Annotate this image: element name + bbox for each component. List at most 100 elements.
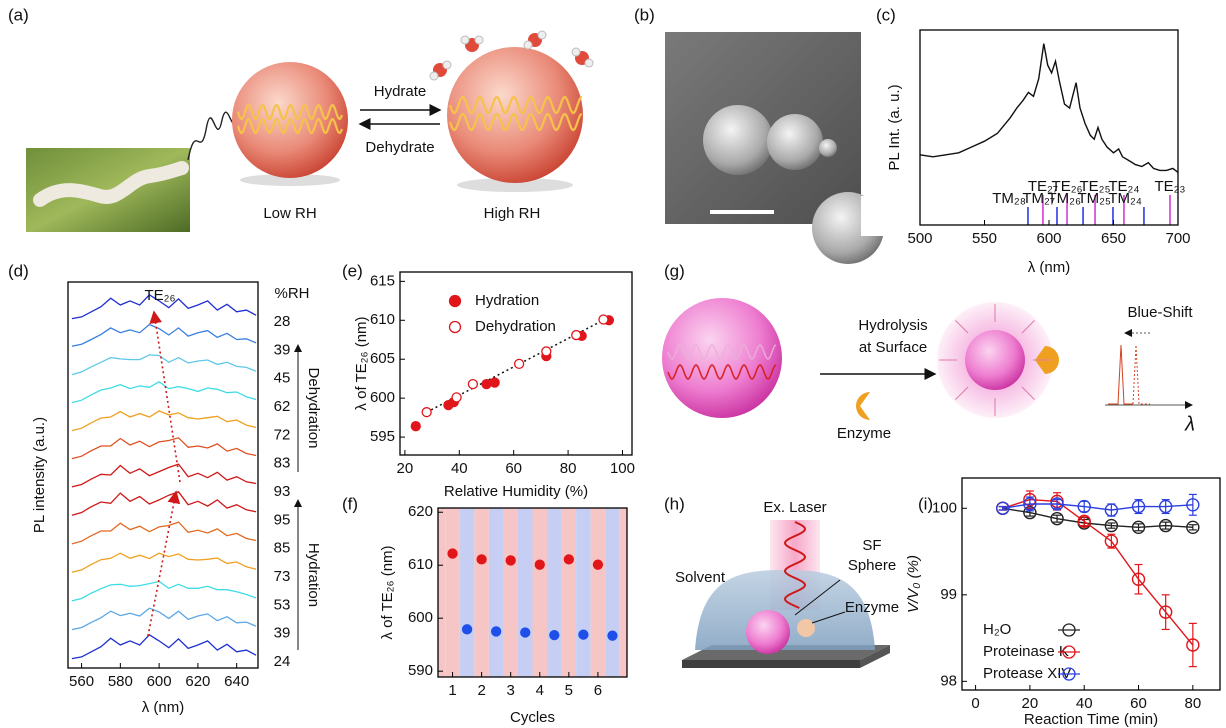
rh-label: 45 — [274, 370, 291, 387]
plot-frame — [399, 271, 633, 456]
label: Hydrate — [374, 83, 427, 100]
point — [520, 627, 531, 638]
band — [438, 508, 446, 677]
enzyme — [856, 392, 870, 420]
point — [607, 630, 618, 641]
series-line — [1002, 507, 1193, 529]
x-tick-label: 5 — [565, 682, 573, 699]
pointer — [811, 611, 846, 624]
legend-marker — [1062, 645, 1076, 659]
plot-frame — [437, 507, 628, 678]
diagram-g: Hydrolysis at Surface Enzyme Blue-Shift … — [662, 298, 1195, 442]
point — [1186, 520, 1200, 535]
y-axis-label: PL intensity (a.u.) — [31, 417, 48, 533]
point — [1158, 499, 1173, 514]
peak — [1132, 344, 1150, 405]
wave — [667, 344, 777, 360]
point — [571, 329, 582, 341]
x-tick-label: 20 — [1022, 695, 1039, 712]
x-tick-label: 550 — [972, 230, 997, 247]
point — [592, 559, 604, 570]
pointer — [794, 579, 841, 616]
spectrum — [71, 607, 257, 631]
x-tick-label: 2 — [477, 682, 485, 699]
point — [1077, 514, 1091, 528]
y-tick-label: 98 — [940, 672, 957, 689]
legend-marker — [1062, 623, 1076, 637]
point — [1050, 511, 1064, 526]
wave — [448, 112, 583, 132]
x-tick-label: 40 — [1076, 695, 1093, 712]
panel-label: (g) — [664, 261, 685, 280]
sem-image — [665, 32, 884, 264]
rh-label: 62 — [274, 398, 291, 415]
rh-label: 53 — [274, 596, 291, 613]
point — [447, 548, 458, 559]
rh-label: 83 — [274, 455, 291, 472]
point — [505, 555, 516, 566]
point — [1077, 499, 1091, 514]
mode-label: TM₂₈ — [992, 190, 1026, 207]
sem-sphere — [703, 105, 773, 175]
panel-label: (c) — [876, 5, 896, 24]
rh-label: 95 — [274, 511, 291, 528]
point — [1104, 503, 1119, 517]
spectrum — [71, 381, 257, 404]
band — [445, 508, 460, 677]
sf-sphere — [746, 610, 790, 654]
point — [410, 421, 421, 432]
x-tick-label: 500 — [907, 230, 932, 247]
y-axis-label: PL Int. (a. u.) — [886, 84, 903, 170]
band — [532, 508, 548, 677]
point — [1131, 499, 1146, 514]
label: Enzyme — [845, 599, 899, 616]
point — [1158, 605, 1173, 619]
x-tick-label: 700 — [1165, 230, 1190, 247]
x-tick-label: 3 — [507, 682, 515, 699]
rh-label: 28 — [274, 313, 291, 330]
spectrum — [919, 43, 1179, 173]
wave — [667, 364, 777, 380]
point — [996, 501, 1010, 515]
point — [578, 629, 589, 640]
x-tick-label: 1 — [448, 682, 456, 699]
x-tick-label: 640 — [224, 673, 249, 690]
label: High RH — [484, 205, 541, 222]
y-axis-label: V/V₀ (%) — [905, 555, 922, 613]
panel-label: (a) — [8, 5, 29, 24]
point — [1104, 534, 1119, 548]
band — [474, 508, 489, 677]
point — [534, 559, 545, 570]
label: Enzyme — [837, 425, 891, 442]
compress-arrow — [955, 386, 969, 400]
spectrum — [71, 323, 257, 347]
label: Low RH — [263, 205, 316, 222]
x-tick-label: 650 — [1101, 230, 1126, 247]
band — [576, 508, 591, 677]
point — [481, 378, 492, 390]
label: Solvent — [675, 569, 726, 586]
x-tick-label: 60 — [505, 460, 522, 477]
y-tick-label: 595 — [370, 428, 395, 445]
spectrum — [71, 633, 257, 660]
label: Ex. Laser — [763, 499, 826, 516]
x-tick-label: 600 — [147, 673, 172, 690]
legend-label: Hydration — [475, 292, 539, 309]
substrate-edge — [860, 645, 890, 668]
trend-arrow — [149, 310, 181, 483]
point — [421, 407, 432, 418]
band — [619, 508, 627, 677]
y-tick-label: 605 — [370, 350, 395, 367]
spectrum — [71, 410, 257, 432]
point — [1131, 520, 1146, 535]
series-line — [1002, 503, 1193, 511]
hydrogen — [442, 60, 452, 70]
x-tick-label: 100 — [610, 460, 635, 477]
enzyme — [797, 619, 815, 637]
spectrum — [71, 437, 257, 460]
band — [605, 508, 620, 677]
hydrogen — [523, 40, 533, 50]
compress-arrow — [1021, 386, 1035, 400]
panel-label: (h) — [664, 494, 685, 513]
